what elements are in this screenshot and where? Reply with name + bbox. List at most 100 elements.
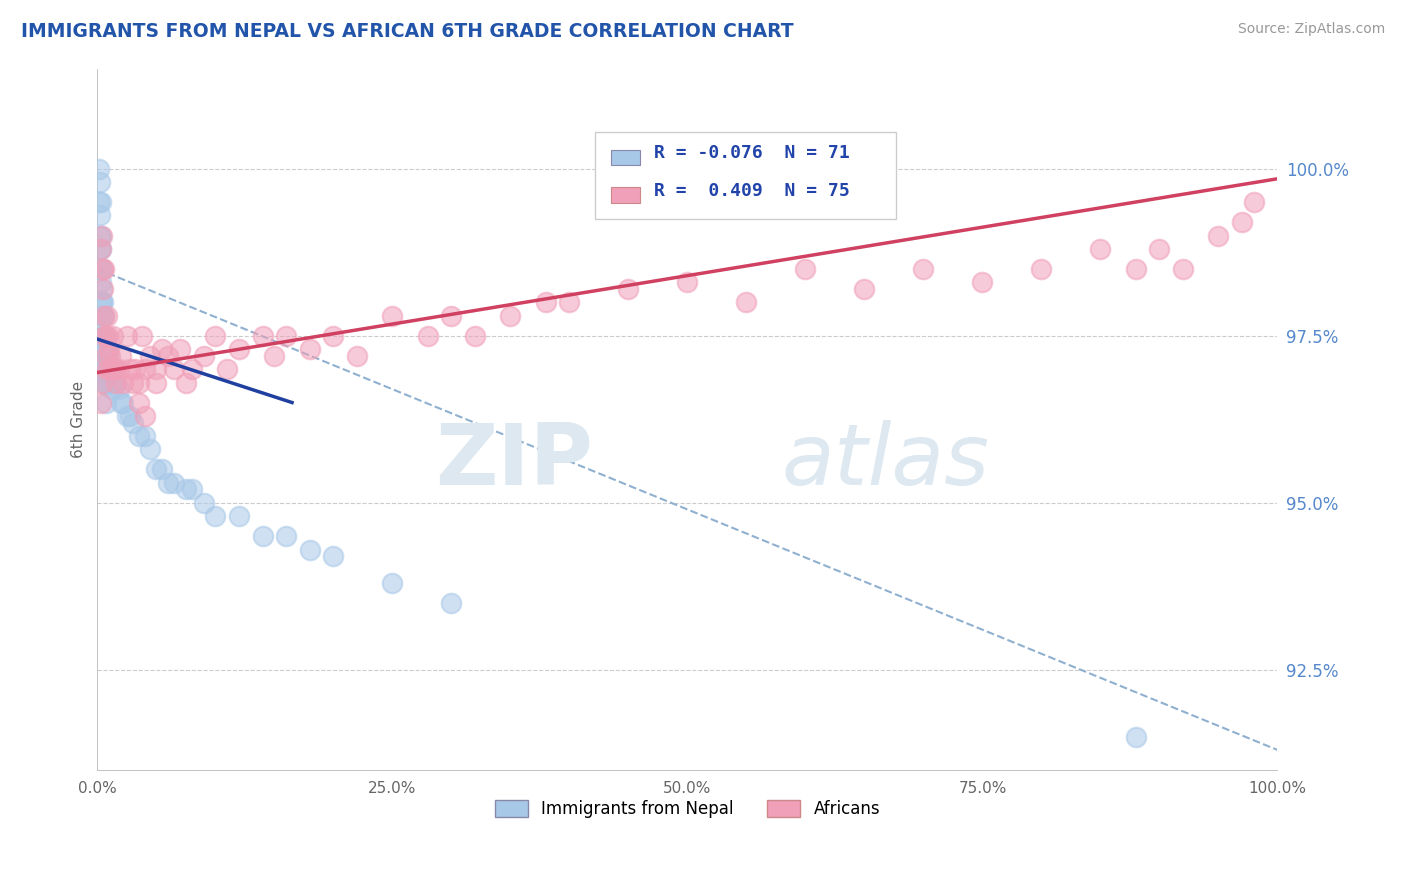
Point xyxy=(91,376,114,390)
Point xyxy=(91,262,114,277)
Point xyxy=(1090,242,1112,256)
Point xyxy=(93,362,115,376)
Point xyxy=(157,475,180,490)
Point xyxy=(101,328,124,343)
Point xyxy=(180,362,202,376)
Point xyxy=(94,362,117,376)
Point xyxy=(94,328,117,343)
Point xyxy=(1125,262,1147,277)
Point xyxy=(381,309,404,323)
Bar xyxy=(610,150,640,165)
Point xyxy=(91,295,114,310)
Point xyxy=(96,376,118,390)
Point xyxy=(115,409,138,423)
Point xyxy=(91,282,114,296)
Point xyxy=(97,349,120,363)
Point xyxy=(110,349,132,363)
Point xyxy=(90,242,112,256)
Point xyxy=(97,328,120,343)
Point xyxy=(104,362,127,376)
Point xyxy=(169,342,191,356)
Point xyxy=(121,376,143,390)
Point xyxy=(90,195,112,210)
Point xyxy=(228,509,250,524)
Point xyxy=(276,328,298,343)
Point xyxy=(252,328,274,343)
Point xyxy=(96,309,118,323)
Point xyxy=(204,328,226,343)
Point xyxy=(124,362,146,376)
Point xyxy=(104,362,127,376)
Point xyxy=(93,309,115,323)
Point xyxy=(416,328,439,343)
Point xyxy=(157,349,180,363)
Point xyxy=(121,416,143,430)
Point xyxy=(150,462,173,476)
Point xyxy=(128,376,150,390)
Point xyxy=(128,429,150,443)
Point xyxy=(134,362,156,376)
Point xyxy=(87,195,110,210)
Point xyxy=(91,328,114,343)
Point xyxy=(1171,262,1194,277)
Point xyxy=(91,262,114,277)
Point xyxy=(276,529,298,543)
Point xyxy=(120,409,142,423)
Point xyxy=(1208,228,1230,243)
Point xyxy=(139,442,162,457)
Point xyxy=(90,295,112,310)
Point xyxy=(94,395,117,409)
Point xyxy=(101,376,124,390)
Point xyxy=(322,549,344,564)
Point xyxy=(100,382,122,396)
Point xyxy=(1031,262,1053,277)
Point xyxy=(105,376,128,390)
Point xyxy=(115,328,138,343)
FancyBboxPatch shape xyxy=(595,132,896,219)
Point xyxy=(90,228,112,243)
Point xyxy=(90,395,112,409)
Point xyxy=(853,282,876,296)
Point xyxy=(110,395,132,409)
Point xyxy=(440,309,463,323)
Point xyxy=(89,242,111,256)
Point xyxy=(145,376,167,390)
Point xyxy=(263,349,285,363)
Point xyxy=(93,328,115,343)
Point xyxy=(96,362,118,376)
Point xyxy=(128,395,150,409)
Point xyxy=(98,362,121,376)
Point xyxy=(87,161,110,176)
Text: atlas: atlas xyxy=(782,420,990,503)
Point xyxy=(134,429,156,443)
Point xyxy=(91,342,114,356)
Point xyxy=(91,362,114,376)
Point xyxy=(98,349,121,363)
Point xyxy=(440,596,463,610)
Point xyxy=(217,362,239,376)
Point xyxy=(98,376,121,390)
Point xyxy=(120,362,142,376)
Point xyxy=(163,362,186,376)
Point xyxy=(96,362,118,376)
Point xyxy=(298,342,321,356)
Point xyxy=(180,483,202,497)
Point xyxy=(98,342,121,356)
Point xyxy=(139,349,162,363)
Point xyxy=(228,342,250,356)
Point xyxy=(252,529,274,543)
Point xyxy=(91,342,114,356)
Point xyxy=(298,542,321,557)
Point xyxy=(381,576,404,591)
Y-axis label: 6th Grade: 6th Grade xyxy=(72,381,86,458)
Point xyxy=(534,295,557,310)
Point xyxy=(91,376,114,390)
Point xyxy=(617,282,640,296)
Point xyxy=(91,228,114,243)
Point xyxy=(94,376,117,390)
Point xyxy=(735,295,758,310)
Point xyxy=(94,328,117,343)
Point xyxy=(204,509,226,524)
Point xyxy=(97,362,120,376)
Text: ZIP: ZIP xyxy=(436,420,593,503)
